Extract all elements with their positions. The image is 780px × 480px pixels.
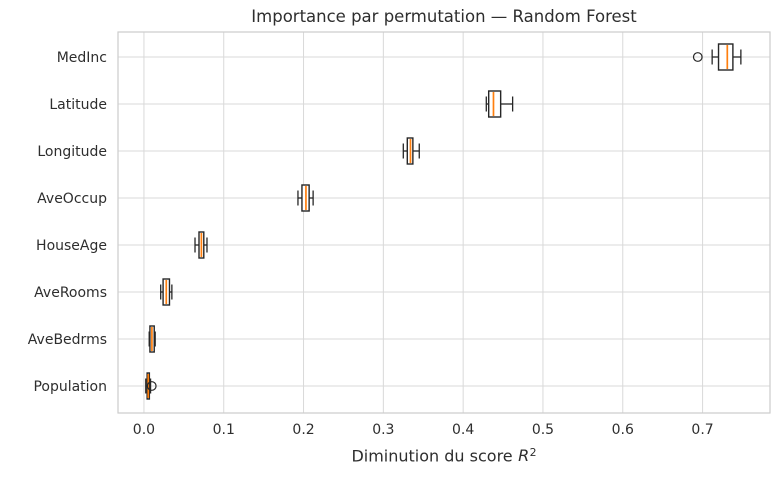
- x-axis-label-math-r: R: [518, 446, 530, 466]
- x-tick-label: 0.4: [452, 422, 474, 438]
- y-tick-label: AveRooms: [34, 285, 107, 301]
- box-Latitude: [487, 90, 502, 118]
- y-tick-label: MedInc: [57, 50, 107, 66]
- x-tick-label: 0.1: [213, 422, 235, 438]
- x-tick-label: 0.6: [612, 422, 634, 438]
- outlier-point: [146, 381, 157, 391]
- outlier-point: [692, 52, 703, 62]
- x-tick-label: 0.7: [691, 422, 713, 438]
- y-tick-label: AveOccup: [37, 191, 107, 207]
- y-tick-label: AveBedrms: [28, 332, 107, 348]
- x-tick-label: 0.3: [372, 422, 394, 438]
- y-tick-label: Population: [33, 379, 107, 395]
- axes-border: [117, 31, 771, 414]
- chart-title: Importance par permutation — Random Fore…: [251, 7, 637, 26]
- x-tick-label: 0.5: [532, 422, 554, 438]
- x-tick-label: 0.2: [292, 422, 314, 438]
- box-MedInc: [717, 43, 734, 71]
- x-axis-label-superscript: 2: [529, 446, 537, 459]
- x-axis-label: Diminution du score R2: [118, 446, 770, 465]
- x-tick-label: 0.0: [133, 422, 155, 438]
- y-tick-label: HouseAge: [36, 238, 107, 254]
- y-tick-label: Latitude: [49, 97, 107, 113]
- x-axis-label-text: Diminution du score: [351, 446, 513, 466]
- y-tick-label: Longitude: [37, 144, 107, 160]
